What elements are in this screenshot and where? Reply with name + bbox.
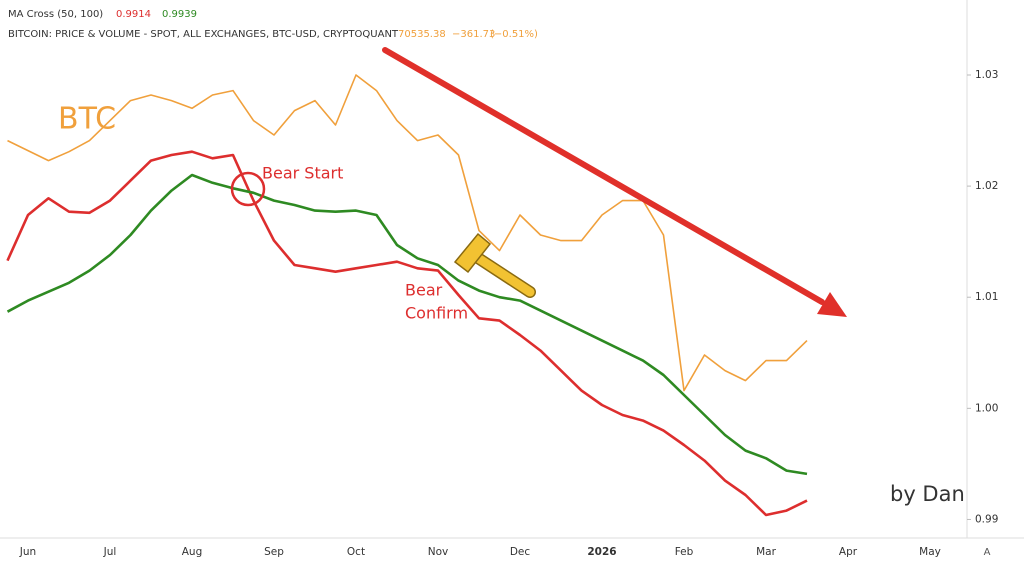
source-name: BITCOIN: PRICE & VOLUME - SPOT, ALL EXCH… xyxy=(8,29,399,40)
y-tick-label: 1.00 xyxy=(975,402,998,414)
hammer-icon xyxy=(453,232,536,298)
series-line xyxy=(6,173,808,476)
x-tick-label: Nov xyxy=(428,546,449,558)
marker-circle xyxy=(230,171,266,207)
price-change: −361.73 xyxy=(452,29,495,40)
price: 70535.38 xyxy=(398,29,446,40)
x-tick-label: Jun xyxy=(19,546,36,558)
x-tick-label: Sep xyxy=(264,546,284,558)
x-tick-label: May xyxy=(919,546,941,558)
x-tick-label: Jul xyxy=(103,546,117,558)
trend-arrow xyxy=(382,47,847,317)
price-change-pct: (−0.51%) xyxy=(490,29,538,40)
series-line xyxy=(6,150,808,517)
x-tick-label: Dec xyxy=(510,546,531,558)
annotation: Bear xyxy=(405,281,443,300)
annotation: Bear Start xyxy=(262,164,343,183)
x-tick-label: 2026 xyxy=(587,546,616,558)
scale-button-label[interactable]: A xyxy=(984,547,991,558)
indicator-name: MA Cross (50, 100) xyxy=(8,9,103,20)
series-line xyxy=(7,74,808,392)
annotation: BTC xyxy=(58,102,116,137)
x-tick-label: Aug xyxy=(182,546,203,558)
y-tick-label: 1.02 xyxy=(975,180,998,192)
annotation: Confirm xyxy=(405,304,468,323)
x-tick-label: Apr xyxy=(839,546,858,558)
plot xyxy=(6,74,808,517)
y-tick-label: 1.01 xyxy=(975,291,998,303)
scale-button[interactable] xyxy=(978,542,996,560)
x-tick-label: Mar xyxy=(756,546,776,558)
author: by Dan xyxy=(890,482,965,506)
y-tick-label: 1.03 xyxy=(975,69,998,81)
indicator-value: 0.9914 xyxy=(116,9,151,20)
x-tick-label: Oct xyxy=(347,546,365,558)
x-tick-label: Feb xyxy=(675,546,694,558)
y-tick-label: 0.99 xyxy=(975,513,998,525)
indicator-value: 0.9939 xyxy=(162,9,197,20)
